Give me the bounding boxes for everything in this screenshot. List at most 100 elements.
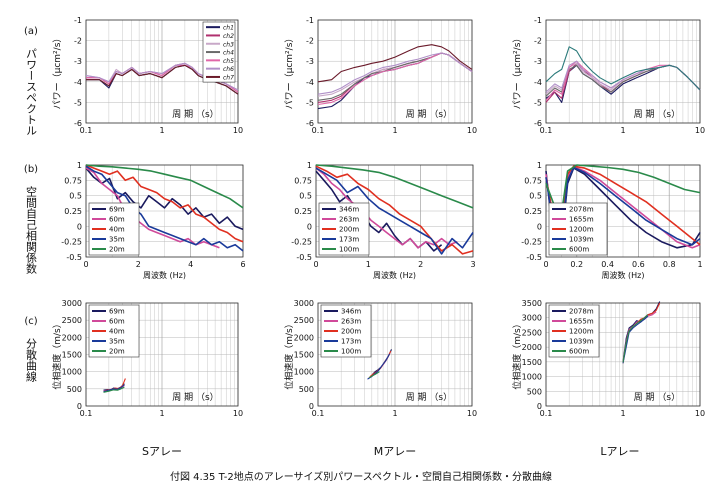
series-line-100m [315,164,474,209]
legend-label: 200m [339,226,359,234]
y-tick-label: -6 [74,119,82,128]
plot-frame [545,164,701,258]
y-tick-label: -1 [306,16,314,25]
series-lines [317,44,473,110]
row-label-a: (a) パワースペクトル [24,26,38,136]
plot-frame [85,19,239,124]
y-tick-label: 1000 [62,368,82,377]
x-axis-title: 周 期 （s） [406,109,452,120]
row-text-a: パワースペクトル [25,48,38,136]
x-tick-label: 0 [543,260,548,269]
y-tick-label: 1500 [62,351,82,360]
x-tick-label: 1 [620,126,625,135]
y-tick-label: -0.5 [526,253,542,262]
y-tick-label: -6 [534,119,542,128]
x-tick-label: 0.1 [540,126,553,135]
legend-label: 173m [339,236,359,244]
x-tick-label: 1 [366,260,371,269]
series-line-200m [315,165,474,255]
row-letter-a: (a) [24,26,38,37]
series-line-20m [85,164,244,209]
x-axis-title: 周 期 （s） [634,109,680,120]
x-tick-label: 0.2 [570,260,583,269]
legend-label: 600m [569,246,589,254]
series-lines [545,46,701,103]
x-tick-label: 1 [159,126,164,135]
x-tick-label: 1 [392,126,397,135]
x-tick-label: 10 [695,126,705,135]
panel-m-power-spectrum: -6 -5 -4 -3 -2 -1 0.1 1 10 周 期 （s） パワー（μcm²/s） [284,16,477,135]
y-tick-label: -2 [534,37,542,46]
legend-label: 69m [109,308,125,316]
legend-label: 600m [569,348,589,356]
y-tick-label: 1000 [522,373,542,382]
y-tick-label: 1 [307,161,312,170]
panel-s-spac: -0.5 -0.25 0 0.25 0.5 0.75 1 0 2 4 6 周波数 (Hz) 69m 60m… [61,161,245,280]
y-tick-label: 3500 [522,299,542,308]
y-tick-label: -5 [74,98,82,107]
x-tick-label: 0.1 [312,126,325,135]
legend-label: ch1 [223,25,234,32]
legend-label: 100m [341,348,361,356]
x-tick-label: 0.1 [312,409,325,418]
x-axis-title: 周 期 （s） [634,392,680,403]
y-tick-label: -3 [74,57,82,66]
x-tick-label: 0.1 [80,409,93,418]
legend-label: 40m [109,226,125,234]
y-axis-title: パワー（μcm²/s） [512,34,523,110]
series-lines [622,301,661,364]
x-tick-label: 2 [418,260,423,269]
panel-s-dispersion: 0 500 1000 1500 2000 2500 3000 0.1 1 10 周 期 （s） 位相速… [51,299,243,418]
series-line-346m [371,349,393,376]
legend: 2078m 1655m 1200m 1039m 600m [548,304,600,358]
legend-label: 60m [109,318,125,326]
plot-frame [317,302,473,407]
legend-label: 2078m [569,308,594,316]
y-tick-label: 500 [67,385,82,394]
x-axis-title: 周波数 (Hz) [373,270,416,280]
series-line-1039m [622,315,649,364]
y-tick-label: -3 [534,57,542,66]
y-tick-label: 0 [77,222,82,231]
x-tick-label: 1 [697,260,702,269]
x-tick-label: 1 [620,409,625,418]
y-axis-title: パワー（μcm²/s） [284,34,295,110]
y-tick-label: -0.5 [296,253,312,262]
legend-label: 1655m [569,216,594,224]
y-tick-label: 0.25 [64,207,82,216]
panel-l-power-spectrum: -6 -5 -4 -3 -2 -1 0.1 1 10 周 期 （s） パワー（μcm²/s） [512,16,705,135]
row-text-c: 分散曲線 [25,338,38,382]
series-line-35m [103,384,125,393]
legend-box [88,202,140,256]
x-tick-label: 10 [233,126,243,135]
y-tick-label: -2 [306,37,314,46]
legend-label: 263m [341,318,361,326]
x-tick-label: 0.6 [632,260,645,269]
series-line-600m [622,314,649,363]
legend-label: 2078m [569,206,594,214]
series-line-20m [103,386,125,393]
y-axis-title: パワー（μcm²/s） [52,34,63,110]
column-label-l: Lアレー [600,445,639,458]
legend-label: 1039m [569,236,594,244]
series-lines [367,349,393,380]
plot-frame [85,164,244,258]
x-tick-label: 0.8 [663,260,676,269]
y-tick-label: -0.5 [66,253,82,262]
series-line-ch7 [317,44,473,83]
panel-m-dispersion: 0 500 1000 1500 2000 2500 3000 0.1 1 10 周 期 （s） 位相速… [283,299,477,418]
series-line-69m [85,167,244,231]
y-tick-label: 3000 [294,299,314,308]
x-tick-label: 6 [240,260,245,269]
legend: 346m 263m 200m 173m 100m [320,304,372,358]
column-label-s: Sアレー [142,445,182,458]
y-tick-label: -2 [74,37,82,46]
legend: 69m 60m 40m 35m 20m [88,304,140,358]
legend-label: 20m [109,348,125,356]
legend-label: 35m [109,338,125,346]
plot-frame [315,164,474,258]
y-tick-label: 0.75 [524,176,542,185]
y-tick-label: 1 [77,161,82,170]
